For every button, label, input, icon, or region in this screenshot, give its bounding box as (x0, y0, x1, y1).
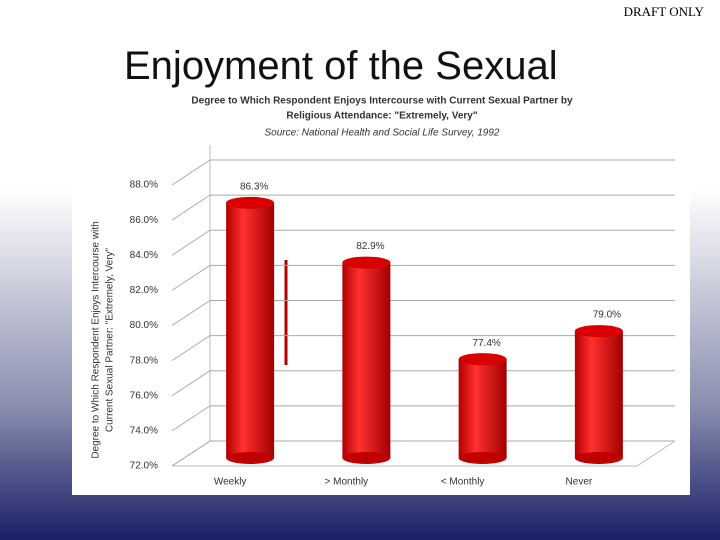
y-axis-label: Current Sexual Partner: "Extremely, Very… (105, 247, 116, 432)
bar-base (342, 452, 391, 464)
y-tick-label: 74.0% (130, 426, 158, 437)
x-tick-label: Weekly (214, 477, 247, 488)
y-tick-label: 88.0% (130, 180, 158, 191)
y-tick-label: 84.0% (130, 250, 158, 261)
grid-line (171, 264, 675, 291)
y-tick-label: 86.0% (130, 215, 158, 226)
chart-title: Degree to Which Respondent Enjoys Interc… (191, 96, 573, 107)
y-tick-label: 72.0% (130, 461, 158, 472)
value-label: 79.0% (593, 310, 621, 321)
value-label: 82.9% (356, 241, 384, 252)
grid-line (171, 300, 675, 326)
chart: Degree to Which Respondent Enjoys Interc… (72, 90, 690, 495)
draft-label: DRAFT ONLY (623, 4, 704, 19)
chart-subtitle: Source: National Health and Social Life … (265, 128, 500, 139)
y-tick-label: 82.0% (130, 285, 158, 296)
bar-top (574, 325, 623, 338)
bar (458, 359, 507, 458)
bar-base (458, 452, 507, 464)
bar-base (574, 452, 623, 464)
x-tick-label: < Monthly (441, 477, 485, 488)
x-tick-label: > Monthly (325, 477, 369, 488)
grid-line (171, 405, 675, 432)
x-tick-label: Never (566, 477, 593, 488)
y-tick-label: 80.0% (130, 320, 158, 331)
bar (226, 202, 275, 458)
grid-line (171, 194, 675, 221)
chart-title: Religious Attendance: "Extremely, Very" (286, 111, 477, 122)
y-tick-label: 78.0% (130, 355, 158, 366)
bar-base (226, 452, 275, 464)
bar-top (458, 353, 507, 366)
value-label: 77.4% (472, 338, 500, 349)
bar (574, 331, 623, 458)
floor (172, 440, 676, 467)
grid-line (171, 335, 675, 362)
bar-top (226, 196, 275, 209)
y-axis-label: Degree to Which Respondent Enjoys Interc… (91, 221, 102, 458)
grid-line (171, 159, 675, 186)
bar-top (342, 256, 391, 269)
y-tick-label: 76.0% (130, 390, 158, 401)
grid-line (171, 440, 675, 467)
grid-line (171, 229, 675, 256)
grid-line (171, 370, 675, 397)
value-label: 86.3% (240, 181, 268, 192)
slide-title: Enjoyment of the Sexual (124, 44, 558, 88)
bar (342, 262, 391, 458)
